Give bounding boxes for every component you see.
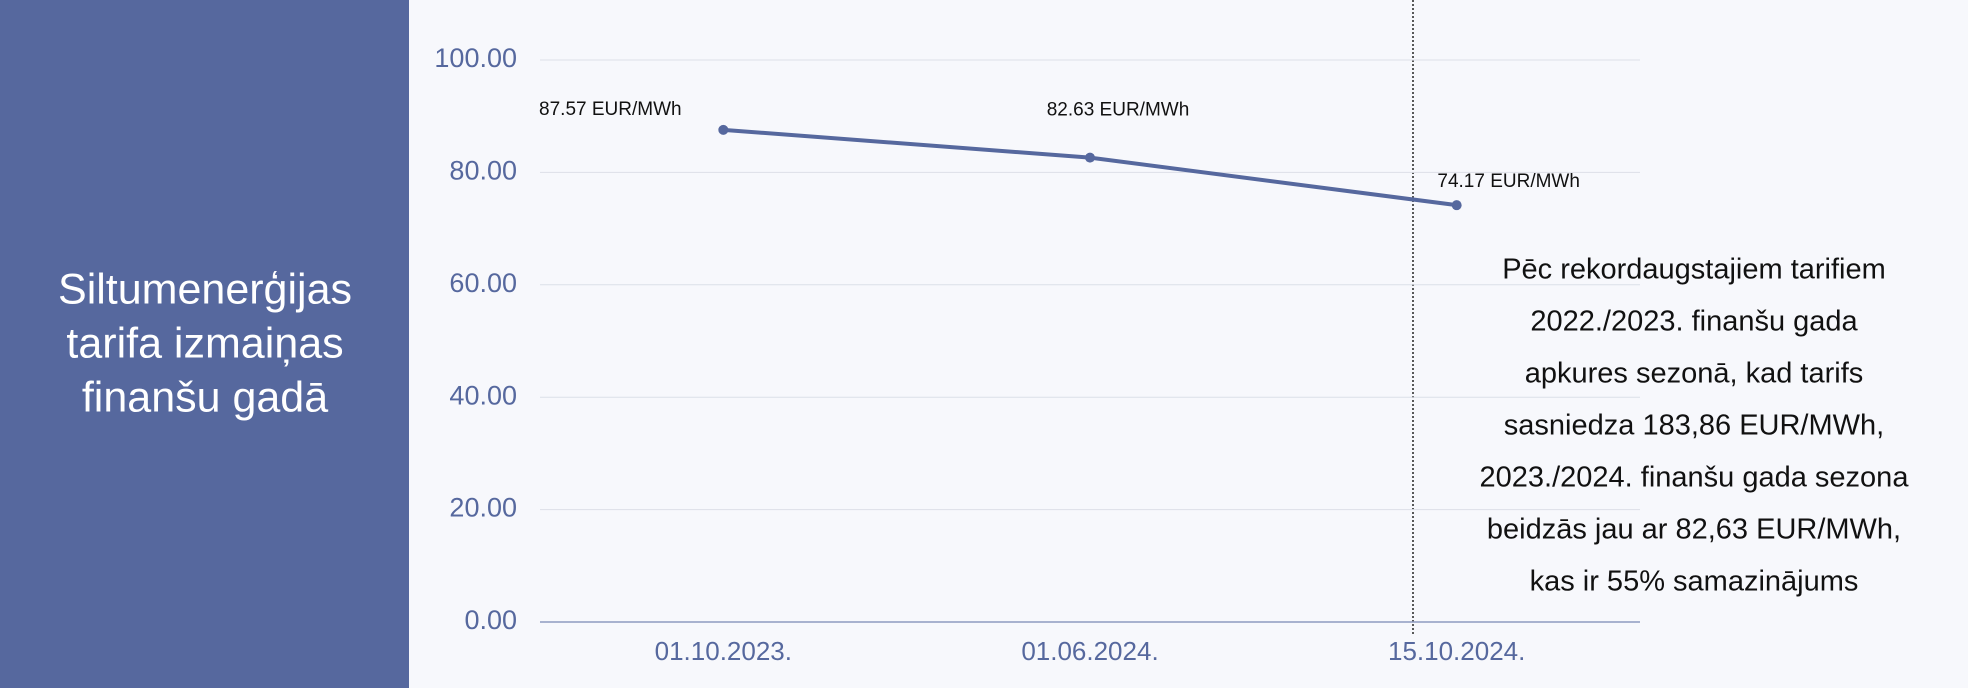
title-panel (0, 0, 409, 688)
annotation: 2022./2023. finanšu gada (1530, 306, 1858, 338)
x-tick-label: 15.10.2024. (1388, 636, 1525, 666)
annotation: kas ir 55% samazinājums (1530, 566, 1859, 598)
annotation: 2023./2024. finanšu gada sezona (1480, 462, 1910, 494)
point (718, 124, 729, 135)
chart-title: tarifa izmaiņas (66, 319, 343, 367)
y-tick-label: 60.00 (449, 268, 517, 298)
y-tick-label: 100.00 (434, 43, 517, 73)
x-tick-label: 01.10.2023. (655, 636, 792, 666)
data-label: 87.57 EUR/MWh (539, 99, 682, 120)
x-tick-label: 01.06.2024. (1021, 636, 1158, 666)
y-tick-label: 80.00 (449, 156, 517, 186)
annotation: Pēc rekordaugstajiem tarifiem (1502, 254, 1886, 286)
annotation: sasniedza 183,86 EUR/MWh, (1504, 410, 1884, 442)
data-label: 74.17 EUR/MWh (1437, 171, 1580, 192)
data-label: 82.63 EUR/MWh (1047, 100, 1190, 121)
annotation: apkures sezonā, kad tarifs (1525, 358, 1864, 390)
line (723, 127, 1457, 208)
chart-title: finanšu gadā (82, 373, 328, 421)
chart-title: Siltumenerģijas (58, 265, 352, 313)
y-tick-label: 40.00 (449, 380, 517, 410)
annotation: beidzās jau ar 82,63 EUR/MWh, (1487, 514, 1901, 546)
point (1451, 200, 1462, 211)
point (1085, 152, 1095, 163)
y-tick-label: 0.00 (464, 605, 517, 635)
y-tick-label: 20.00 (449, 493, 517, 523)
